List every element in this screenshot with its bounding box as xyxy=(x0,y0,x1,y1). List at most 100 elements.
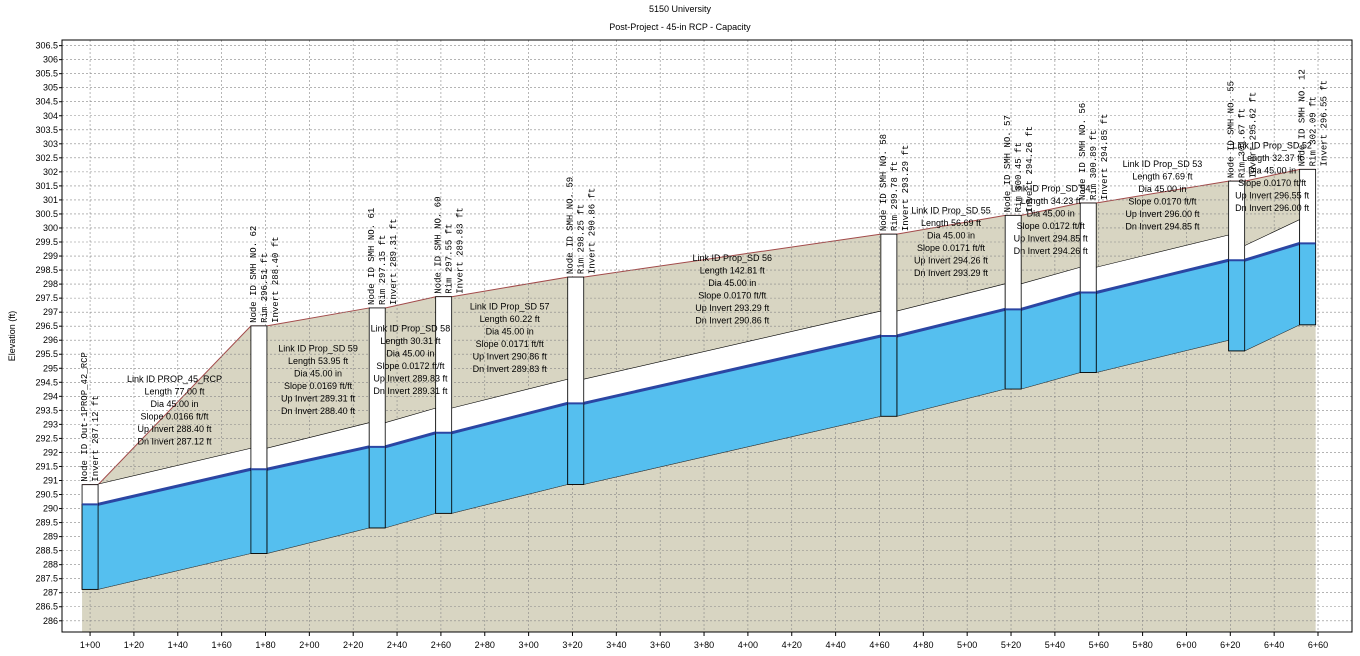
link-label: Up Invert 289.83 ft xyxy=(373,373,448,383)
link-label: Link ID Prop_SD 54 xyxy=(1011,184,1091,194)
link-label: Slope 0.0170 ft/ft xyxy=(1128,197,1197,207)
y-tick-label: 299 xyxy=(43,251,58,261)
link-label: Dia 45.00 in xyxy=(294,368,342,378)
y-tick-label: 305 xyxy=(43,83,58,93)
y-tick-label: 302 xyxy=(43,167,58,177)
y-tick-label: 290 xyxy=(43,504,58,514)
water-line xyxy=(451,401,569,435)
link-label: Slope 0.0170 ft/ft xyxy=(1238,178,1307,188)
node-label: Rim 297.15 ft xyxy=(378,235,388,305)
y-tick-label: 297 xyxy=(43,307,58,317)
node-label: Rim 300.89 ft xyxy=(1089,130,1099,200)
link-label: Length 32.37 ft xyxy=(1242,153,1303,163)
node-label: Invert 289.31 ft xyxy=(389,219,399,305)
ground-line xyxy=(82,168,1316,486)
water-line xyxy=(97,467,252,506)
water-line xyxy=(896,307,1006,338)
node-label: Node ID SMH NO. 55 xyxy=(1227,81,1237,178)
link-label: Dn Invert 293.29 ft xyxy=(914,268,989,278)
x-tick-label: 1+40 xyxy=(168,640,188,650)
water-line xyxy=(1095,258,1230,294)
y-tick-label: 286.5 xyxy=(35,602,58,612)
node-label: Node ID SMH NO. 61 xyxy=(367,208,377,305)
link-label: Link ID Prop_SD 58 xyxy=(371,323,451,333)
y-tick-label: 303.5 xyxy=(35,125,58,135)
link-label: Length 67.69 ft xyxy=(1132,172,1193,182)
link-label: Dn Invert 296.00 ft xyxy=(1235,203,1310,213)
y-tick-label: 289 xyxy=(43,532,58,542)
link-label: Up Invert 288.40 ft xyxy=(137,424,212,434)
y-tick-label: 293 xyxy=(43,419,58,429)
y-tick-label: 298.5 xyxy=(35,265,58,275)
node-label: Invert 287.12 ft xyxy=(91,395,101,481)
x-tick-label: 3+80 xyxy=(694,640,714,650)
link-label: Up Invert 289.31 ft xyxy=(281,393,356,403)
link-label: Up Invert 290.86 ft xyxy=(473,352,548,362)
node-label: Invert 289.83 ft xyxy=(456,207,466,293)
x-tick-label: 1+80 xyxy=(255,640,275,650)
link-label: Slope 0.0172 ft/ft xyxy=(376,361,445,371)
node-label: Node ID Out-1PROP_42_RCP xyxy=(80,352,90,482)
link-label: Up Invert 294.85 ft xyxy=(1014,234,1089,244)
y-tick-label: 287 xyxy=(43,588,58,598)
x-tick-label: 5+80 xyxy=(1132,640,1152,650)
y-tick-label: 300 xyxy=(43,223,58,233)
x-tick-label: 4+00 xyxy=(738,640,758,650)
link-label: Dia 45.00 in xyxy=(386,348,434,358)
y-tick-label: 292.5 xyxy=(35,433,58,443)
x-tick-label: 3+60 xyxy=(650,640,670,650)
y-tick-label: 294.5 xyxy=(35,377,58,387)
x-tick-label: 2+40 xyxy=(387,640,407,650)
x-tick-label: 6+60 xyxy=(1308,640,1328,650)
link-label: Up Invert 296.00 ft xyxy=(1125,209,1200,219)
link-label: Length 142.81 ft xyxy=(700,266,766,276)
node-label: Node ID SMH NO. 62 xyxy=(249,226,259,323)
link-label: Dia 45.00 in xyxy=(1138,184,1186,194)
y-tick-label: 296.5 xyxy=(35,321,58,331)
structure-water xyxy=(81,503,99,590)
node-label: Rim 300.45 ft xyxy=(1014,142,1024,212)
link-label: Dia 45.00 in xyxy=(150,399,198,409)
x-tick-label: 5+60 xyxy=(1089,640,1109,650)
y-tick-label: 291.5 xyxy=(35,461,58,471)
node-label: Invert 294.26 ft xyxy=(1025,126,1035,212)
node-label: Rim 297.55 ft xyxy=(445,224,455,294)
x-tick-label: 2+80 xyxy=(475,640,495,650)
link-label: Dn Invert 289.83 ft xyxy=(473,364,548,374)
link-label: Dn Invert 290.86 ft xyxy=(695,316,770,326)
structure-water xyxy=(1079,292,1097,373)
water-line xyxy=(266,445,370,471)
y-tick-label: 300.5 xyxy=(35,209,58,219)
y-tick-label: 294 xyxy=(43,391,58,401)
node-label: Node ID SMH NO. 56 xyxy=(1078,103,1088,200)
pipe-water xyxy=(385,432,436,529)
x-tick-label: 6+40 xyxy=(1264,640,1284,650)
link-label: Link ID Prop_SD 57 xyxy=(470,302,550,312)
link-label: Dn Invert 287.12 ft xyxy=(137,437,212,447)
link-label: Up Invert 293.29 ft xyxy=(695,303,770,313)
node-label: Invert 290.86 ft xyxy=(588,188,598,274)
link-label: Dia 45.00 in xyxy=(1248,166,1296,176)
link-label: Dia 45.00 in xyxy=(708,278,756,288)
plot-frame xyxy=(61,39,1353,633)
node-label: Rim 302.09 ft xyxy=(1309,96,1319,166)
x-tick-label: 2+00 xyxy=(299,640,319,650)
x-tick-label: 5+00 xyxy=(957,640,977,650)
y-tick-label: 301 xyxy=(43,195,58,205)
y-tick-label: 298 xyxy=(43,279,58,289)
x-tick-label: 5+40 xyxy=(1045,640,1065,650)
y-tick-label: 299.5 xyxy=(35,237,58,247)
y-tick-label: 289.5 xyxy=(35,518,58,528)
node-label: Rim 301.67 ft xyxy=(1238,108,1248,178)
structure-water xyxy=(250,468,268,554)
x-tick-label: 1+00 xyxy=(80,640,100,650)
link-label: Length 60.22 ft xyxy=(480,314,541,324)
link-label: Dia 45.00 in xyxy=(927,230,975,240)
link-label: Slope 0.0170 ft/ft xyxy=(698,291,767,301)
chart-subtitle: Post-Project - 45-in RCP - Capacity xyxy=(609,22,751,32)
link-label: Link ID PROP_45_RCP xyxy=(127,374,222,384)
node-label: Invert 288.40 ft xyxy=(271,236,281,322)
x-tick-label: 2+60 xyxy=(431,640,451,650)
x-tick-label: 1+20 xyxy=(124,640,144,650)
